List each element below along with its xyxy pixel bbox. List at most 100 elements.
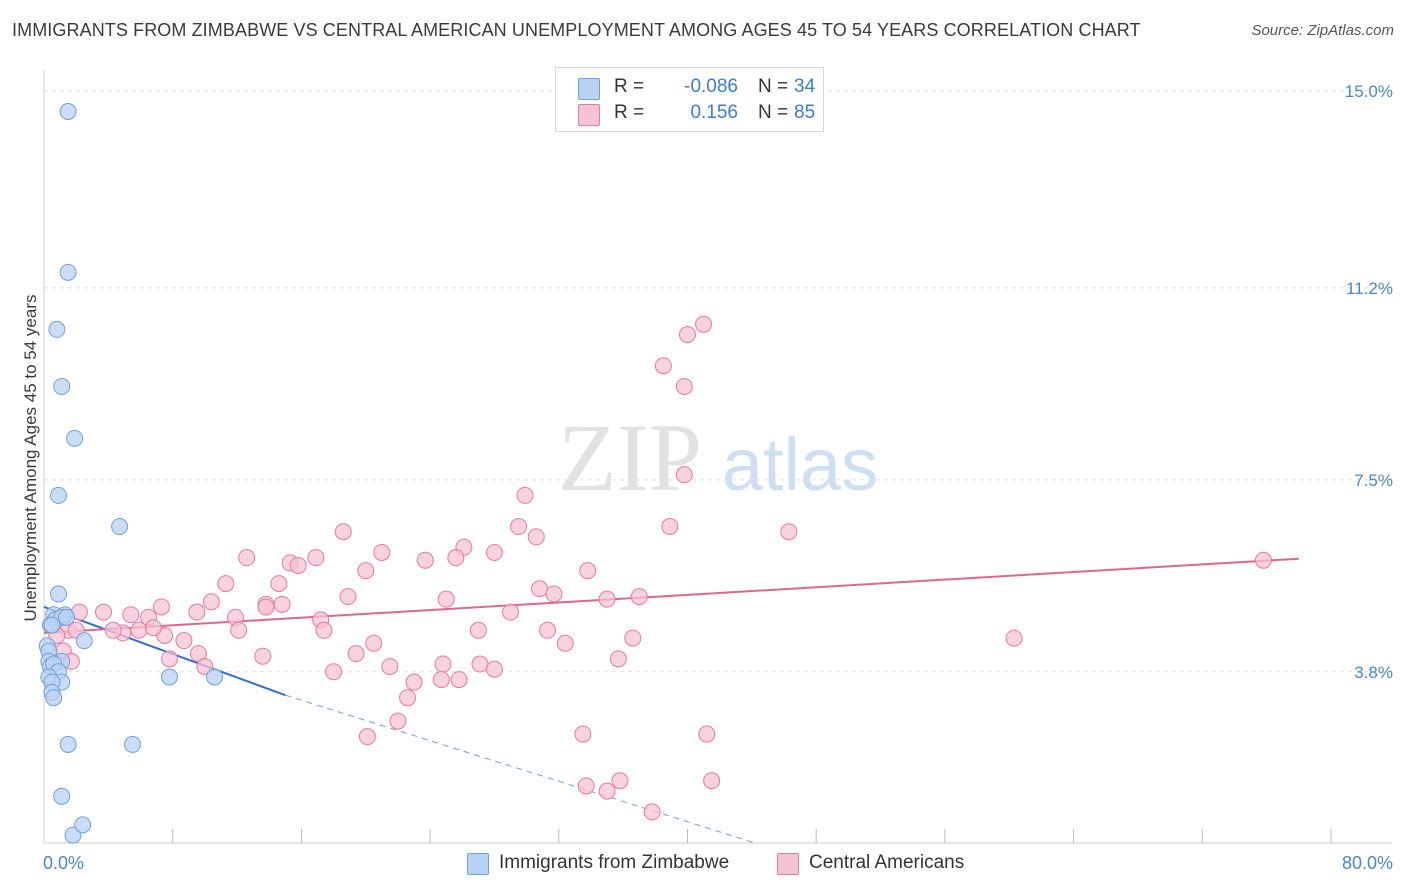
bottom-legend-label-zimbabwe: Immigrants from Zimbabwe [499, 852, 730, 873]
data-point-central-americans [358, 728, 376, 746]
data-point-central-americans [579, 562, 597, 580]
legend-r-value: 0.156 [690, 102, 738, 123]
axes [43, 70, 1392, 844]
data-point-central-americans [381, 658, 399, 676]
data-point-central-americans [160, 650, 178, 668]
bottom-legend-label-central-americans: Central Americans [809, 852, 965, 873]
legend-r-label: R = [614, 76, 645, 97]
x-tick-label-max: 80.0% [1342, 853, 1393, 873]
data-point-central-americans [95, 603, 113, 621]
data-point-central-americans [357, 562, 375, 580]
data-point-central-americans [1254, 551, 1272, 569]
data-point-zimbabwe [75, 632, 93, 650]
data-point-central-americans [556, 634, 574, 652]
watermark-atlas: atlas [722, 423, 878, 506]
data-point-central-americans [315, 621, 333, 639]
trend-lines [43, 557, 1299, 844]
data-point-central-americans [347, 645, 365, 663]
bottom-legend-swatch-central-americans [777, 853, 799, 875]
legend-swatch-zimbabwe [578, 78, 600, 100]
data-point-zimbabwe [58, 608, 76, 626]
data-point-zimbabwe [45, 689, 63, 707]
x-tick-label-min: 0.0% [43, 853, 84, 873]
data-point-central-americans [698, 725, 716, 743]
data-point-central-americans [257, 598, 275, 616]
data-point-central-americans [104, 621, 122, 639]
data-point-central-americans [416, 551, 434, 569]
data-point-central-americans [574, 725, 592, 743]
data-point-central-americans [527, 528, 545, 546]
data-point-central-americans [270, 575, 288, 593]
data-point-central-americans [188, 603, 206, 621]
y-tick-label: 15.0% [1345, 82, 1393, 101]
data-points [38, 103, 1272, 844]
data-point-zimbabwe [123, 735, 141, 753]
data-point-central-americans [144, 619, 162, 637]
data-point-central-americans [434, 655, 452, 673]
data-point-central-americans [539, 621, 557, 639]
data-point-central-americans [202, 593, 220, 611]
legend-n-value: 85 [794, 102, 816, 123]
data-point-central-americans [365, 634, 383, 652]
y-tick-label: 7.5% [1354, 471, 1393, 490]
data-point-zimbabwe [206, 668, 224, 686]
data-point-central-americans [577, 777, 595, 795]
chart-title: IMMIGRANTS FROM ZIMBABWE VS CENTRAL AMER… [12, 20, 1141, 40]
legend-n-value: 34 [794, 76, 816, 97]
data-point-zimbabwe [53, 787, 71, 805]
watermark: ZIP atlas [558, 404, 878, 511]
data-point-central-americans [703, 772, 721, 790]
legend-r-label: R = [614, 102, 645, 123]
data-point-zimbabwe [59, 103, 77, 121]
data-point-zimbabwe [64, 826, 82, 844]
trend-line-zimbabwe [43, 606, 286, 697]
data-point-central-americans [679, 326, 696, 344]
trend-line-central-americans [43, 557, 1299, 634]
data-point-zimbabwe [53, 377, 71, 395]
data-point-central-americans [325, 663, 343, 681]
data-point-zimbabwe [59, 735, 77, 753]
data-point-central-americans [545, 585, 563, 603]
data-point-central-americans [609, 650, 627, 668]
data-point-central-americans [675, 466, 693, 484]
data-point-zimbabwe [66, 429, 84, 447]
data-point-central-americans [516, 486, 534, 504]
x-tick-labels: 0.0% 80.0% [43, 853, 1393, 873]
legend-r-value: -0.086 [684, 76, 738, 97]
data-point-zimbabwe [43, 616, 61, 634]
bottom-legend-swatch-zimbabwe [467, 853, 489, 875]
data-point-central-americans [780, 523, 798, 541]
data-point-central-americans [675, 377, 693, 395]
data-point-central-americans [373, 543, 391, 561]
data-point-central-americans [447, 549, 465, 567]
data-point-central-americans [485, 660, 503, 678]
data-point-zimbabwe [160, 668, 178, 686]
data-point-central-americans [450, 671, 468, 689]
data-point-central-americans [643, 803, 661, 821]
y-tick-labels: 3.8% 7.5% 11.2% 15.0% [1345, 82, 1393, 682]
data-point-central-americans [130, 621, 148, 639]
data-point-central-americans [389, 712, 407, 730]
data-point-central-americans [1005, 629, 1023, 647]
y-axis-label: Unemployment Among Ages 45 to 54 years [21, 295, 40, 622]
data-point-central-americans [437, 590, 455, 608]
y-tick-label: 3.8% [1354, 663, 1393, 682]
data-point-central-americans [502, 603, 520, 621]
data-point-central-americans [175, 632, 193, 650]
y-tick-label: 11.2% [1346, 279, 1393, 298]
data-point-central-americans [122, 606, 140, 624]
source-credit: Source: ZipAtlas.com [1251, 22, 1394, 39]
data-point-zimbabwe [49, 486, 67, 504]
watermark-zip: ZIP [558, 404, 702, 511]
grid-lines [44, 90, 1392, 673]
data-point-central-americans [152, 598, 170, 616]
data-point-central-americans [530, 580, 548, 598]
data-point-zimbabwe [48, 320, 66, 338]
data-point-zimbabwe [74, 816, 92, 834]
data-point-central-americans [196, 658, 214, 676]
data-point-central-americans [654, 357, 672, 375]
data-point-zimbabwe [49, 585, 67, 603]
data-point-central-americans [230, 621, 248, 639]
data-point-central-americans [485, 543, 503, 561]
